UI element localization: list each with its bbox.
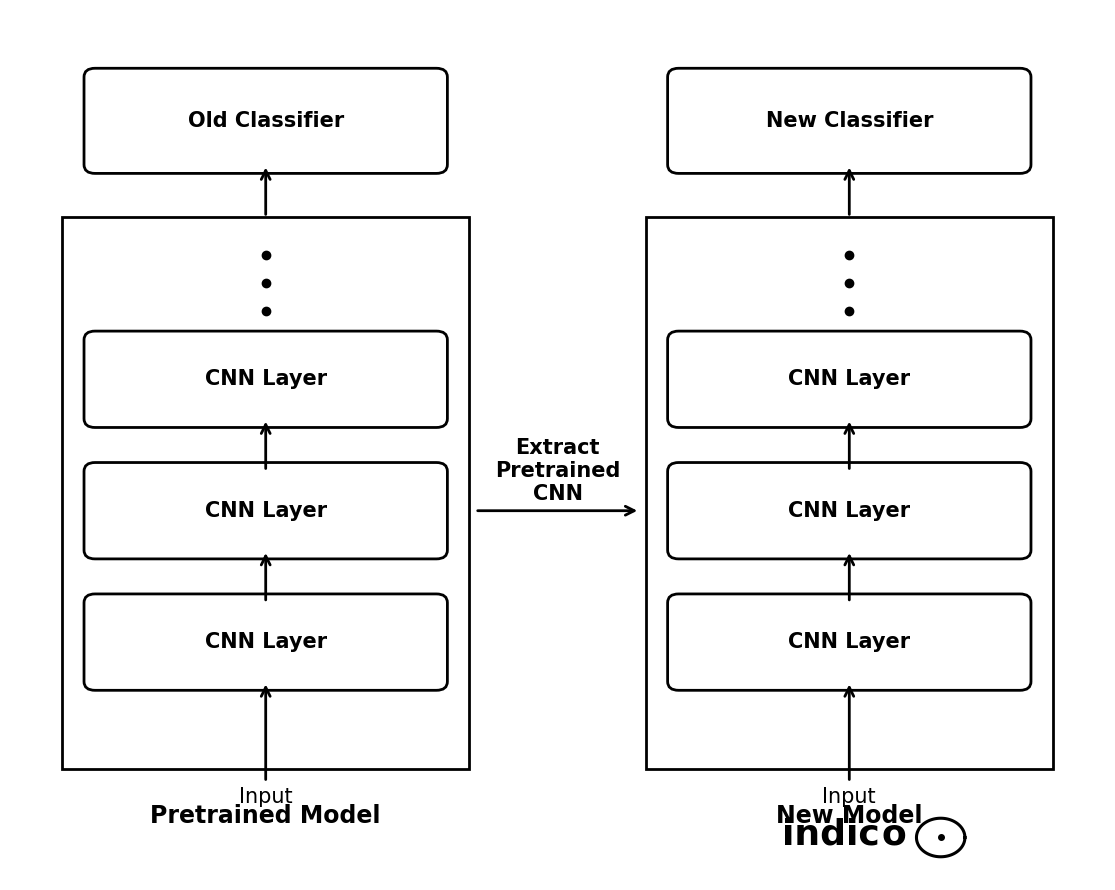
Text: indic: indic: [783, 818, 880, 852]
Text: o: o: [881, 818, 906, 852]
Text: CNN Layer: CNN Layer: [788, 369, 910, 389]
FancyBboxPatch shape: [668, 594, 1031, 691]
FancyBboxPatch shape: [84, 69, 447, 174]
Text: CNN Layer: CNN Layer: [205, 501, 327, 521]
Text: CNN Layer: CNN Layer: [788, 501, 910, 521]
Text: CNN Layer: CNN Layer: [205, 632, 327, 652]
FancyBboxPatch shape: [84, 331, 447, 427]
Text: Old Classifier: Old Classifier: [187, 111, 343, 131]
FancyBboxPatch shape: [84, 463, 447, 559]
Bar: [646, 217, 1053, 769]
FancyBboxPatch shape: [668, 331, 1031, 427]
Text: CNN Layer: CNN Layer: [788, 632, 910, 652]
Text: Input: Input: [239, 787, 292, 806]
Text: Extract
Pretrained
CNN: Extract Pretrained CNN: [495, 438, 620, 505]
Text: New Model: New Model: [776, 805, 922, 829]
Bar: [62, 217, 469, 769]
Text: Pretrained Model: Pretrained Model: [151, 805, 381, 829]
Text: Input: Input: [823, 787, 876, 806]
Text: CNN Layer: CNN Layer: [205, 369, 327, 389]
FancyBboxPatch shape: [668, 69, 1031, 174]
Text: New Classifier: New Classifier: [766, 111, 933, 131]
FancyBboxPatch shape: [84, 594, 447, 691]
FancyBboxPatch shape: [668, 463, 1031, 559]
